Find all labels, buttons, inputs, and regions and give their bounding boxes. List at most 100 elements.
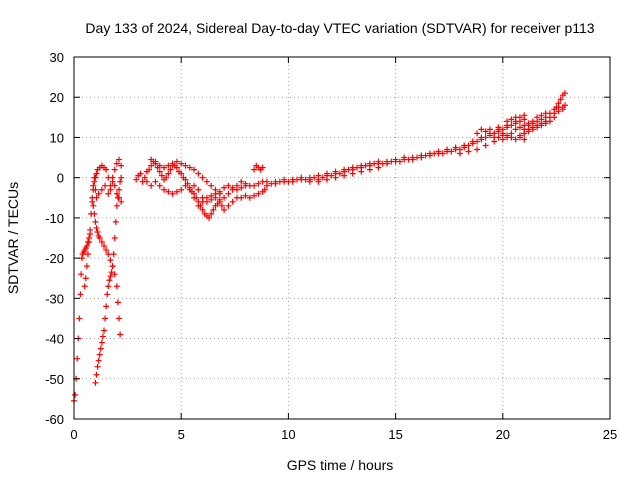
data-point: [83, 243, 90, 250]
x-tick-label: 15: [388, 427, 402, 442]
data-point: [251, 166, 258, 173]
data-point: [546, 118, 553, 125]
data-point: [358, 168, 365, 175]
data-point: [508, 116, 515, 123]
data-point: [559, 106, 566, 113]
data-point: [341, 172, 348, 179]
data-point: [529, 118, 536, 125]
chart-title: Day 133 of 2024, Sidereal Day-to-day VTE…: [85, 20, 594, 36]
data-point: [101, 243, 108, 250]
data-point: [116, 186, 123, 193]
data-point: [93, 371, 100, 378]
data-point: [409, 154, 416, 161]
data-point: [81, 283, 88, 290]
data-point: [529, 126, 536, 133]
x-tick-label: 20: [496, 427, 510, 442]
data-point: [218, 202, 225, 209]
data-point: [306, 178, 313, 185]
data-point: [251, 182, 258, 189]
data-point: [238, 194, 245, 201]
data-point: [113, 202, 120, 209]
data-point: [225, 202, 232, 209]
data-point: [229, 198, 236, 205]
data-point: [182, 182, 189, 189]
data-point: [216, 188, 223, 195]
y-tick-label: 0: [57, 171, 64, 186]
data-point: [72, 391, 79, 398]
data-point: [137, 170, 144, 177]
data-point: [156, 182, 163, 189]
data-point: [96, 351, 103, 358]
data-point: [92, 186, 99, 193]
data-point: [83, 263, 90, 270]
data-point: [508, 130, 515, 137]
data-point: [504, 134, 511, 141]
data-point: [104, 291, 111, 298]
data-point: [233, 186, 240, 193]
data-point: [95, 357, 102, 364]
y-tick-label: -20: [45, 251, 64, 266]
data-point: [349, 164, 356, 171]
data-point: [98, 186, 105, 193]
data-point: [117, 331, 124, 338]
data-point: [158, 172, 165, 179]
data-point: [561, 102, 568, 109]
data-point: [173, 188, 180, 195]
data-point: [221, 194, 228, 201]
data-point: [169, 190, 176, 197]
data-point: [323, 176, 330, 183]
data-point: [199, 194, 206, 201]
data-point: [319, 174, 326, 181]
y-tick-label: -60: [45, 412, 64, 427]
data-point: [221, 206, 228, 213]
data-point: [448, 148, 455, 155]
data-point: [107, 273, 114, 280]
data-point: [259, 164, 266, 171]
data-point: [281, 176, 288, 183]
data-point: [482, 142, 489, 149]
data-point: [495, 124, 502, 131]
data-point: [542, 110, 549, 117]
data-point: [82, 275, 89, 282]
data-point: [255, 180, 262, 187]
data-point: [87, 226, 94, 233]
data-point: [105, 251, 112, 258]
data-point: [118, 198, 125, 205]
data-point: [173, 164, 180, 171]
data-points: [71, 90, 568, 404]
data-point: [203, 198, 210, 205]
data-point: [156, 168, 163, 175]
data-point: [551, 114, 558, 121]
data-point: [74, 355, 81, 362]
data-point: [521, 136, 528, 143]
data-point: [210, 206, 217, 213]
data-point: [534, 124, 541, 131]
data-point: [384, 158, 391, 165]
data-point: [167, 166, 174, 173]
data-point: [77, 291, 84, 298]
data-point: [152, 178, 159, 185]
data-point: [255, 190, 262, 197]
data-point: [516, 134, 523, 141]
data-point: [516, 118, 523, 125]
data-point: [289, 176, 296, 183]
y-tick-label: -50: [45, 372, 64, 387]
data-point: [107, 186, 114, 193]
data-point: [91, 210, 98, 217]
data-point: [561, 90, 568, 97]
data-point: [109, 263, 116, 270]
y-tick-label: -40: [45, 332, 64, 347]
data-point: [178, 186, 185, 193]
data-point: [341, 166, 348, 173]
data-point: [103, 166, 110, 173]
data-point: [163, 174, 170, 181]
data-point: [92, 379, 99, 386]
data-point: [182, 162, 189, 169]
data-point: [516, 124, 523, 131]
data-point: [332, 168, 339, 175]
data-point: [557, 96, 564, 103]
grid-layer: [74, 57, 610, 419]
data-point: [161, 186, 168, 193]
data-point: [478, 134, 485, 141]
data-point: [113, 190, 120, 197]
